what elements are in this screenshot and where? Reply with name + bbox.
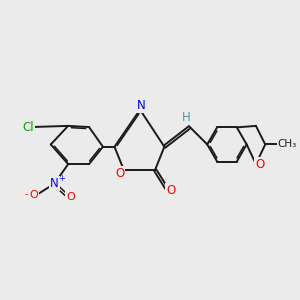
Text: CH₃: CH₃ <box>278 140 297 149</box>
Text: H: H <box>182 112 191 124</box>
Text: +: + <box>58 173 65 182</box>
Text: N: N <box>136 99 146 112</box>
Text: O: O <box>66 192 75 202</box>
Text: O: O <box>255 158 265 171</box>
Text: O: O <box>30 190 38 200</box>
Text: O: O <box>115 167 124 180</box>
Text: Cl: Cl <box>23 121 34 134</box>
Text: N: N <box>50 177 58 190</box>
Text: -: - <box>25 189 28 199</box>
Text: O: O <box>166 184 175 196</box>
